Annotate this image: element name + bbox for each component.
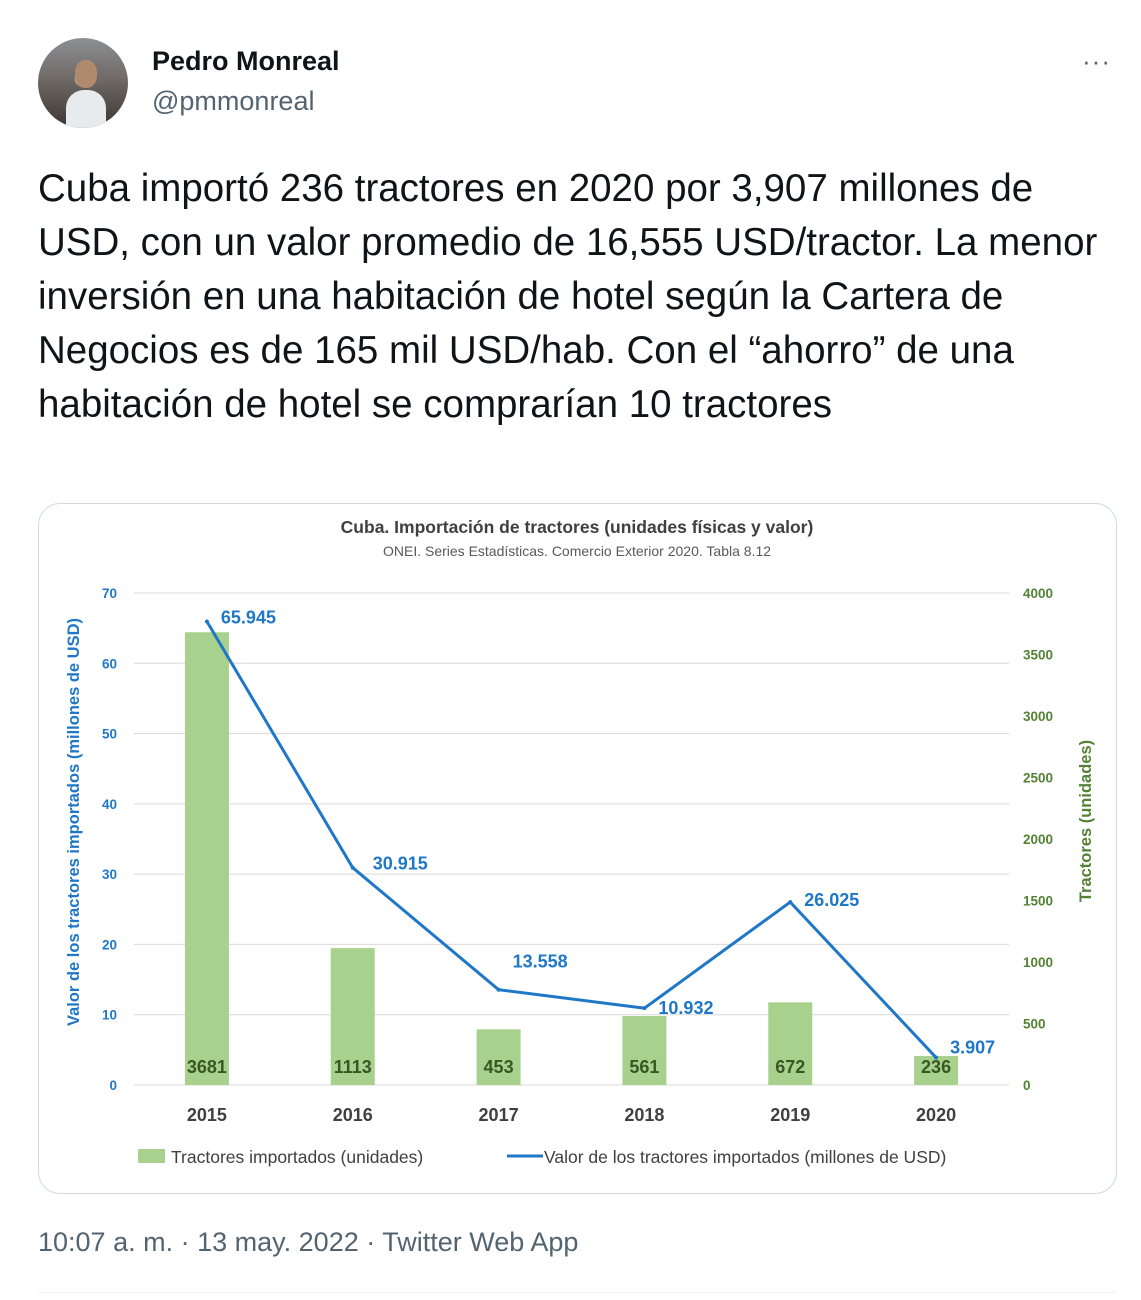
chart-svg: 3681 1113 453 561 672 236 65.945 30.915 13.558 10… [65,517,1095,1167]
y-right-tick-label: 3000 [1023,709,1053,724]
y-left-tick-label: 0 [109,1078,117,1093]
y-right-tick-label: 2500 [1023,771,1053,786]
bar-value-label: 3681 [187,1057,227,1077]
avatar-shirt [66,90,106,128]
line-value-label: 30.915 [373,854,428,874]
chart-title: Cuba. Importación de tractores (unidades… [341,517,814,537]
legend: Tractores importados (unidades) Valor de… [138,1147,946,1167]
line-value-label: 26.025 [804,890,859,910]
y-left-tick-label: 30 [102,867,117,882]
bar [622,1015,667,1085]
divider [38,1292,1115,1293]
y-left-tick-label: 10 [102,1008,117,1023]
meta-separator-2: · [366,1227,376,1257]
line-point [934,1055,939,1060]
bar [330,948,375,1085]
line-point [642,1006,647,1011]
line-point [350,865,355,870]
avatar-head [75,60,97,88]
y-right-tick-label: 1500 [1023,894,1053,909]
meta-separator: · [180,1227,190,1257]
chart-bars [184,632,959,1085]
value-line [205,620,938,1059]
y-left-tick-label: 50 [102,727,117,742]
bar-value-label: 561 [629,1057,659,1077]
bar [476,1029,521,1085]
x-tick-label: 2020 [916,1105,956,1125]
legend-bar-swatch [138,1149,165,1163]
y-right-tick-label: 2000 [1023,832,1053,847]
bar-value-label: 1113 [334,1057,372,1077]
tweet-text: Cuba importó 236 tractores en 2020 por 3… [38,167,1098,426]
line-point [496,987,501,992]
x-tick-label: 2018 [624,1105,664,1125]
author-avatar[interactable] [38,38,128,128]
tweet-source[interactable]: Twitter Web App [382,1227,579,1257]
author-handle[interactable]: @pmmonreal [152,86,315,116]
y-right-tick-label: 4000 [1023,586,1053,601]
bar-value-label: 453 [484,1057,514,1077]
legend-bar-label: Tractores importados (unidades) [171,1147,423,1167]
tweet-media-chart[interactable]: 3681 1113 453 561 672 236 65.945 30.915 13.558 10… [38,503,1117,1194]
y-right-tick-label: 0 [1023,1078,1031,1093]
bar-value-label: 672 [775,1057,805,1077]
y-axis-left-label: Valor de los tractores importados (millo… [65,618,83,1026]
bar [768,1002,813,1085]
tweet-date[interactable]: 13 may. 2022 [197,1227,359,1257]
y-right-tick-label: 3500 [1023,648,1053,663]
chart-subtitle: ONEI. Series Estadísticas. Comercio Exte… [383,543,771,559]
line-value-label: 65.945 [221,608,276,628]
author-name[interactable]: Pedro Monreal [152,46,340,76]
line-point [788,900,793,905]
y-left-tick-label: 20 [102,937,117,952]
legend-line-label: Valor de los tractores importados (millo… [544,1147,946,1167]
chart-labels: 3681 1113 453 561 672 236 65.945 30.915 13.558 10… [187,608,995,1077]
y-right-tick-label: 500 [1023,1017,1046,1032]
bar-value-label: 236 [921,1057,951,1077]
line-point [204,619,209,624]
x-tick-label: 2015 [187,1105,227,1125]
y-right-tick-label: 1000 [1023,955,1053,970]
bar [914,1055,959,1085]
tweet-time[interactable]: 10:07 a. m. [38,1227,174,1257]
line-value-label: 13.558 [513,952,568,972]
bar [184,632,229,1085]
x-tick-label: 2017 [479,1105,519,1125]
x-tick-label: 2019 [770,1105,810,1125]
y-left-tick-label: 70 [102,586,117,601]
tweet-meta: 10:07 a. m. · 13 may. 2022 · Twitter Web… [38,1227,578,1258]
y-axis-right-label: Tractores (unidades) [1077,740,1095,902]
y-left-tick-label: 60 [102,656,117,671]
chart-grid [134,592,1009,1086]
x-tick-label: 2016 [333,1105,373,1125]
line-value-label: 3.907 [950,1038,995,1058]
more-options-icon[interactable]: ··· [1082,46,1111,76]
chart-line [204,619,939,1060]
line-value-label: 10.932 [658,998,713,1018]
y-left-tick-label: 40 [102,797,117,812]
chart-axes: 0 10 20 30 40 50 60 70 0 500 1000 1500 2000 2500 3000 3… [102,586,1053,1125]
